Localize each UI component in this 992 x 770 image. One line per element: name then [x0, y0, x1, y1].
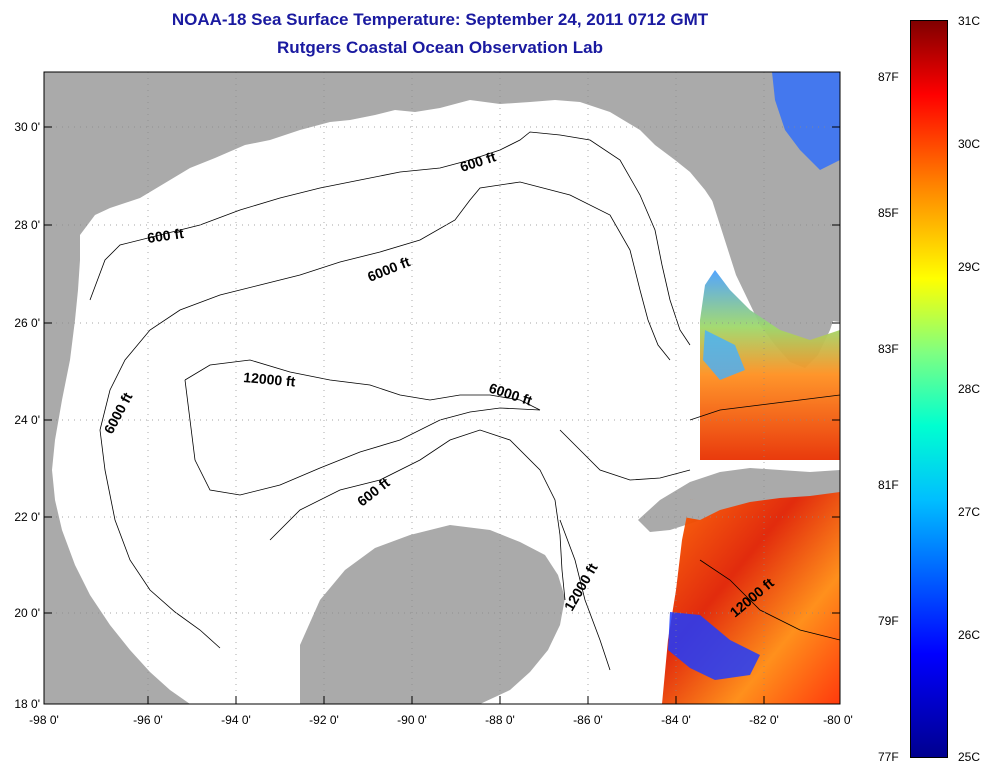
lat-tick-label: 22 0': [14, 510, 40, 524]
graticule: [44, 72, 840, 704]
lon-tick-label: -80 0': [823, 713, 853, 727]
colorbar-fahrenheit-label: 87F: [878, 70, 899, 84]
cuba-land-overlay: [672, 484, 840, 520]
map-title: NOAA-18 Sea Surface Temperature: Septemb…: [171, 10, 709, 29]
colorbar-celsius-label: 26C: [958, 628, 981, 642]
yucatan-land: [300, 525, 565, 704]
colorbar-celsius-label: 25C: [958, 750, 981, 764]
sst-cool-patch: [668, 612, 760, 680]
lon-tick-label: -94 0': [221, 713, 251, 727]
lon-tick-label: -92 0': [309, 713, 339, 727]
colorbar-fahrenheit-label: 77F: [878, 750, 899, 764]
colorbar-celsius-label: 27C: [958, 505, 981, 519]
colorbar-fahrenheit-label: 85F: [878, 206, 899, 220]
lat-tick-label: 24 0': [14, 413, 40, 427]
contour-label: 600 ft: [146, 225, 185, 246]
contour-label: 12000 ft: [243, 369, 297, 390]
colorbar-fahrenheit-label: 79F: [878, 614, 899, 628]
lon-tick-label: -84 0': [661, 713, 691, 727]
colorbar-fahrenheit-label: 83F: [878, 342, 899, 356]
map-frame: [43, 71, 841, 705]
lon-tick-label: -96 0': [133, 713, 163, 727]
sst-swath-florida-east: [772, 72, 840, 170]
lon-tick-label: -86 0': [573, 713, 603, 727]
lon-tick-label: -98 0': [29, 713, 59, 727]
lat-tick-label: 30 0': [14, 120, 40, 134]
temperature-colorbar: [910, 20, 948, 758]
axis-ticks: [43, 126, 841, 704]
colorbar-celsius-label: 29C: [958, 260, 981, 274]
lon-tick-label: -82 0': [749, 713, 779, 727]
colorbar-celsius-label: 28C: [958, 382, 981, 396]
colorbar-celsius-label: 30C: [958, 137, 981, 151]
latitude-labels: 30 0' 28 0' 26 0' 24 0' 22 0' 20 0' 18 0…: [14, 120, 40, 711]
sst-swath-north: [700, 270, 840, 460]
lon-tick-label: -90 0': [397, 713, 427, 727]
sst-cool-patch-2: [703, 330, 745, 380]
lat-tick-label: 18 0': [14, 697, 40, 711]
colorbar-fahrenheit-label: 81F: [878, 478, 899, 492]
lat-tick-label: 28 0': [14, 218, 40, 232]
colorbar-celsius-label: 31C: [958, 14, 981, 28]
lat-tick-label: 26 0': [14, 316, 40, 330]
gulf-water: [52, 100, 840, 704]
florida-land: [700, 150, 840, 368]
map-subtitle: Rutgers Coastal Ocean Observation Lab: [277, 38, 603, 57]
lon-tick-label: -88 0': [485, 713, 515, 727]
lat-tick-label: 20 0': [14, 606, 40, 620]
bathymetry-contours: [89, 131, 840, 671]
longitude-labels: -98 0' -96 0' -94 0' -92 0' -90 0' -88 0…: [29, 713, 853, 727]
